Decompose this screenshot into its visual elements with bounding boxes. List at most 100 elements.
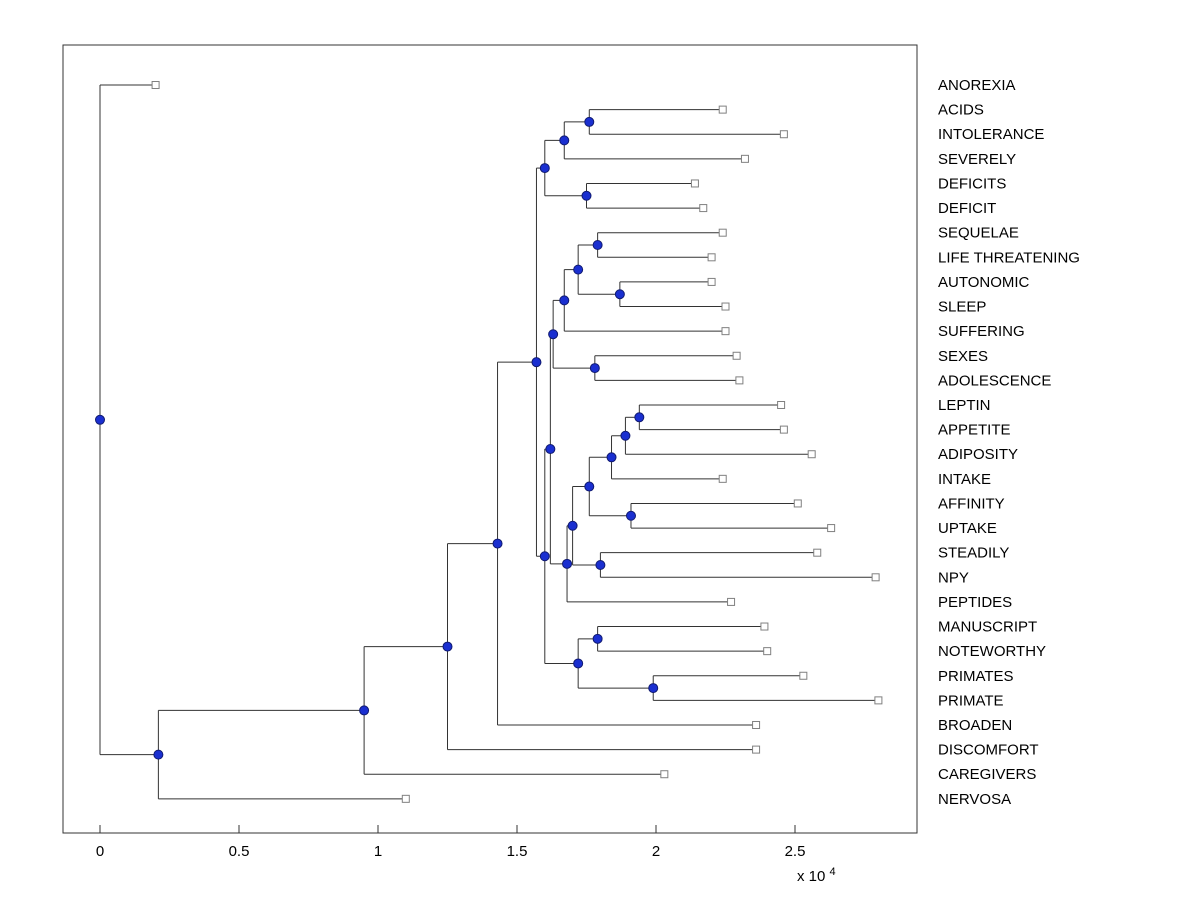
leaf-marker [727,597,736,606]
leaf-marker [699,204,708,213]
internal-node-marker [559,135,570,146]
internal-node-marker [539,163,550,174]
leaf-label: INTOLERANCE [938,126,1044,143]
leaf-label: MANUSCRIPT [938,619,1037,636]
leaf-marker [763,647,772,656]
leaf-label: SUFFERING [938,323,1025,340]
leaf-label: SEVERELY [938,151,1016,168]
leaf-label: INTAKE [938,471,991,488]
leaf-marker [779,130,788,139]
axis-exponent-prefix: x 10 [797,868,826,885]
internal-node-marker [573,264,584,275]
axis-exponent-value: 4 [829,866,836,878]
internal-node-marker [584,481,595,492]
x-tick-label: 2.5 [785,843,806,860]
internal-node-marker [359,705,370,716]
leaf-label: PRIMATE [938,692,1004,709]
leaf-marker [777,400,786,409]
leaf-label: UPTAKE [938,520,997,537]
leaf-label: AUTONOMIC [938,274,1030,291]
internal-node-marker [153,749,164,760]
leaf-label: NERVOSA [938,791,1011,808]
leaf-label: SLEEP [938,299,986,316]
leaf-marker [779,425,788,434]
internal-node-marker [592,239,603,250]
internal-node-marker [595,559,606,570]
internal-node-marker [581,190,592,201]
leaf-marker [707,277,716,286]
leaf-marker [690,179,699,188]
internal-node-marker [442,641,453,652]
internal-node-marker [539,551,550,562]
x-tick-label: 0.5 [229,843,250,860]
internal-node-marker [648,683,659,694]
leaf-label: LIFE THREATENING [938,249,1080,266]
leaf-label: DEFICIT [938,200,996,217]
leaf-marker [874,696,883,705]
leaf-marker [718,105,727,114]
leaf-label: ACIDS [938,102,984,119]
plot-box [62,44,918,834]
internal-node-marker [625,510,636,521]
internal-node-marker [606,452,617,463]
internal-node-marker [620,430,631,441]
leaf-label: PRIMATES [938,668,1014,685]
internal-node-marker [592,633,603,644]
leaf-marker [721,327,730,336]
leaf-marker [735,376,744,385]
leaf-label: DISCOMFORT [938,742,1039,759]
leaf-label: AFFINITY [938,495,1005,512]
x-tick-label: 0 [96,843,104,860]
internal-node-marker [614,289,625,300]
x-tick-label: 1.5 [507,843,528,860]
leaf-label: ANOREXIA [938,77,1016,94]
internal-node-marker [584,116,595,127]
x-tick-label: 2 [652,843,660,860]
leaf-marker [740,154,749,163]
leaf-label: ADOLESCENCE [938,372,1051,389]
leaf-label: SEQUELAE [938,225,1019,242]
leaf-marker [752,745,761,754]
leaf-label: STEADILY [938,545,1009,562]
leaf-marker [793,499,802,508]
leaf-marker [721,302,730,311]
leaf-marker [827,524,836,533]
internal-node-marker [567,520,578,531]
leaf-marker [813,548,822,557]
leaf-marker [760,622,769,631]
leaf-marker [401,794,410,803]
internal-node-marker [562,558,573,569]
leaf-label: APPETITE [938,422,1011,439]
leaf-label: NPY [938,569,969,586]
internal-node-marker [95,414,105,425]
leaf-label: DEFICITS [938,175,1006,192]
x-tick-label: 1 [374,843,382,860]
leaf-label: ADIPOSITY [938,446,1018,463]
leaf-label: LEPTIN [938,397,991,414]
leaf-marker [707,253,716,262]
axis-exponent-label: x 10 4 [797,866,836,885]
leaf-marker [732,351,741,360]
leaf-marker [807,450,816,459]
leaf-marker [799,671,808,680]
internal-node-marker [559,295,570,306]
leaf-marker [660,770,669,779]
leaf-label: SEXES [938,348,988,365]
internal-node-marker [531,357,542,368]
leaf-marker [718,474,727,483]
internal-node-marker [548,329,559,340]
leaf-marker [871,573,880,582]
internal-node-marker [634,412,645,423]
leaf-marker [718,228,727,237]
leaf-label: CAREGIVERS [938,766,1036,783]
leaf-label: PEPTIDES [938,594,1012,611]
leaf-label: NOTEWORTHY [938,643,1046,660]
internal-node-marker [573,658,584,669]
internal-node-marker [492,538,503,549]
internal-node-marker [589,363,600,374]
internal-node-marker [545,444,556,455]
leaf-marker [752,720,761,729]
leaf-marker [151,81,160,89]
